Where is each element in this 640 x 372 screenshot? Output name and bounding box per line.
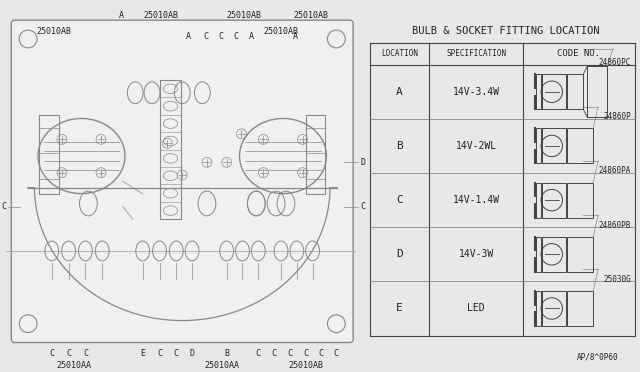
- Text: C: C: [334, 349, 339, 358]
- Bar: [568, 183, 593, 218]
- Text: A: A: [396, 87, 403, 97]
- Bar: [536, 291, 541, 326]
- Text: 25030G: 25030G: [603, 275, 630, 284]
- Text: A: A: [293, 32, 298, 42]
- Text: E: E: [396, 304, 403, 314]
- Text: 25010AB: 25010AB: [293, 11, 328, 20]
- Text: E: E: [140, 349, 145, 358]
- Text: D: D: [360, 158, 365, 167]
- Text: C: C: [157, 349, 162, 358]
- Text: C: C: [360, 202, 365, 211]
- Bar: [568, 237, 593, 272]
- Text: 24860P: 24860P: [603, 112, 630, 121]
- Bar: [159, 80, 181, 219]
- Text: 14V-3W: 14V-3W: [458, 249, 493, 259]
- Text: 24860PB: 24860PB: [598, 221, 630, 230]
- Text: 25010AA: 25010AA: [56, 361, 91, 370]
- Text: C: C: [318, 349, 323, 358]
- Text: 24860PA: 24860PA: [598, 166, 630, 175]
- Text: 25010AB: 25010AB: [226, 11, 261, 20]
- Text: LOCATION: LOCATION: [381, 49, 418, 58]
- Text: C: C: [174, 349, 179, 358]
- Text: C: C: [66, 349, 71, 358]
- Text: 25010AB: 25010AB: [264, 26, 298, 36]
- Text: LED: LED: [467, 304, 485, 314]
- Bar: [542, 183, 566, 218]
- Bar: [536, 237, 541, 272]
- Text: 14V-3.4W: 14V-3.4W: [452, 87, 500, 97]
- Text: D: D: [189, 349, 195, 358]
- Text: C: C: [204, 32, 209, 42]
- Text: 25010AB: 25010AB: [36, 26, 71, 36]
- Text: C: C: [256, 349, 260, 358]
- Bar: [568, 128, 593, 163]
- Text: AP/8^0P60: AP/8^0P60: [577, 353, 619, 362]
- Text: A: A: [118, 11, 124, 20]
- Text: 25010AB: 25010AB: [288, 361, 323, 370]
- Text: C: C: [303, 349, 308, 358]
- Bar: [542, 237, 566, 272]
- Text: 14V-2WL: 14V-2WL: [456, 141, 497, 151]
- Bar: [542, 291, 566, 326]
- Text: CODE NO.: CODE NO.: [557, 49, 600, 58]
- Bar: [536, 128, 541, 163]
- Bar: [536, 74, 541, 109]
- Text: C: C: [1, 202, 6, 211]
- Text: C: C: [233, 32, 238, 42]
- Text: C: C: [271, 349, 276, 358]
- Text: 25010AA: 25010AA: [204, 361, 239, 370]
- Text: C: C: [287, 349, 292, 358]
- Text: 24860PC: 24860PC: [598, 58, 630, 67]
- Bar: [568, 291, 593, 326]
- Text: C: C: [83, 349, 88, 358]
- Text: 25010AB: 25010AB: [143, 11, 178, 20]
- Text: A: A: [249, 32, 254, 42]
- Text: B: B: [224, 349, 229, 358]
- Text: 14V-1.4W: 14V-1.4W: [452, 195, 500, 205]
- Bar: [588, 66, 607, 117]
- Text: A: A: [186, 32, 191, 42]
- Bar: [306, 115, 326, 194]
- FancyBboxPatch shape: [12, 20, 353, 343]
- Bar: [542, 128, 566, 163]
- Bar: [568, 74, 583, 109]
- Text: C: C: [396, 195, 403, 205]
- Text: BULB & SOCKET FITTING LOCATION: BULB & SOCKET FITTING LOCATION: [412, 26, 599, 36]
- Text: C: C: [49, 349, 54, 358]
- Bar: [542, 74, 566, 109]
- Bar: [39, 115, 59, 194]
- Text: SPECIFICATION: SPECIFICATION: [446, 49, 506, 58]
- Text: C: C: [218, 32, 223, 42]
- Text: D: D: [396, 249, 403, 259]
- Text: B: B: [396, 141, 403, 151]
- Bar: [536, 183, 541, 218]
